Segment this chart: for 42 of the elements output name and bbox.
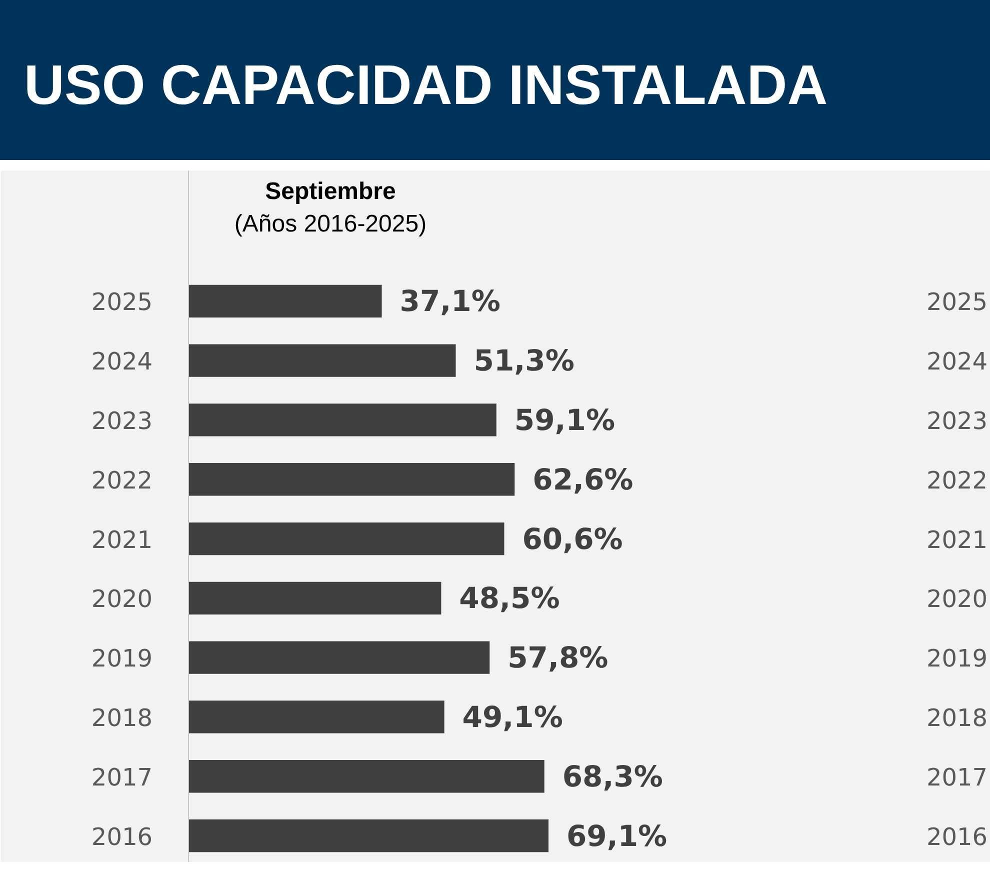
category-label: 2019 bbox=[926, 644, 988, 673]
bar bbox=[188, 522, 504, 556]
bar bbox=[188, 700, 444, 734]
category-label: 2024 bbox=[926, 348, 988, 376]
data-label: 49,1% bbox=[462, 700, 563, 734]
bar bbox=[188, 463, 515, 496]
bar bbox=[188, 404, 496, 436]
y-tick-label: 2024 bbox=[91, 348, 152, 376]
bar bbox=[188, 582, 442, 615]
y-tick-label: 2018 bbox=[91, 704, 152, 732]
chart-title: USO CAPACIDAD INSTALADA bbox=[24, 52, 828, 118]
category-label: 2023 bbox=[926, 406, 988, 435]
data-label: 60,6% bbox=[522, 522, 623, 556]
y-tick-label: 2020 bbox=[91, 585, 152, 614]
data-label: 68,3% bbox=[562, 759, 663, 794]
category-label: 2025 bbox=[926, 288, 988, 316]
y-tick-label: 2017 bbox=[91, 763, 152, 792]
data-label: 69,1% bbox=[566, 818, 668, 853]
category-label: 2017 bbox=[926, 763, 988, 792]
data-label: 37,1% bbox=[400, 284, 500, 318]
category-label: 2021 bbox=[926, 526, 988, 554]
data-label: 57,8% bbox=[508, 640, 608, 675]
bar bbox=[188, 819, 548, 852]
bar bbox=[188, 284, 382, 318]
bar bbox=[188, 760, 544, 793]
y-tick-label: 2023 bbox=[91, 406, 152, 435]
y-tick-label: 2016 bbox=[91, 822, 152, 851]
y-tick-label: 2019 bbox=[91, 644, 152, 673]
category-label: 2018 bbox=[926, 704, 988, 732]
data-label: 51,3% bbox=[474, 344, 574, 378]
y-tick-label: 2022 bbox=[91, 466, 152, 494]
category-label: 2016 bbox=[926, 822, 988, 851]
category-label: 2022 bbox=[926, 466, 988, 494]
data-label: 59,1% bbox=[514, 402, 616, 437]
bar bbox=[188, 344, 456, 377]
y-tick-label: 2025 bbox=[91, 288, 152, 316]
data-label: 62,6% bbox=[532, 462, 634, 496]
y-tick-label: 2021 bbox=[91, 526, 152, 554]
category-label: 2020 bbox=[926, 585, 988, 614]
chart-subtitle: Septiembre (Años 2016-2025) bbox=[234, 178, 427, 238]
data-label: 48,5% bbox=[459, 581, 560, 616]
bar bbox=[188, 641, 490, 674]
